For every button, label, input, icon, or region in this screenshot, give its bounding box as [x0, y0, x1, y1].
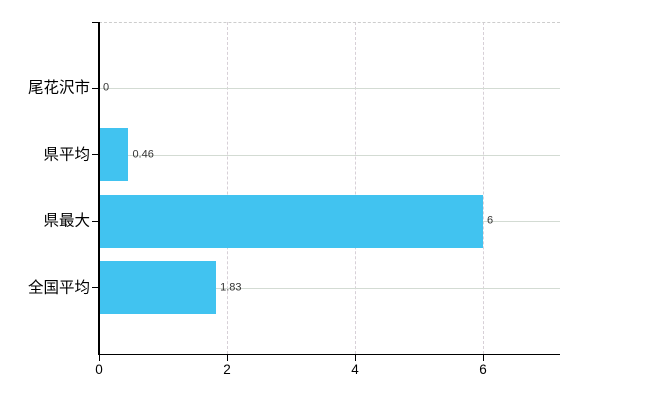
category-label: 県最大	[43, 212, 90, 230]
x-tick-label: 6	[479, 362, 487, 377]
x-tick-label: 0	[95, 362, 103, 377]
h-gridline	[99, 287, 560, 289]
bar-value-label: 0	[103, 81, 110, 94]
v-gridline	[355, 22, 356, 354]
x-axis-tick	[483, 354, 485, 361]
category-label: 全国平均	[27, 278, 90, 296]
x-tick-label: 4	[351, 362, 359, 377]
bar-value-label: 0.46	[132, 148, 154, 161]
y-axis-line	[98, 22, 100, 354]
y-axis-tick	[92, 87, 99, 90]
bar	[99, 128, 129, 182]
bar-value-label: 1.83	[220, 281, 242, 294]
plot-top-dashed-border	[99, 21, 560, 23]
v-gridline	[483, 22, 484, 354]
y-axis-tick	[92, 287, 99, 289]
x-axis-tick	[355, 354, 357, 361]
bar	[99, 194, 483, 248]
y-axis-tick	[92, 220, 99, 222]
h-gridline	[99, 88, 560, 90]
x-tick-label: 2	[223, 362, 231, 377]
y-axis-tick	[92, 21, 99, 23]
x-axis-tick	[227, 354, 229, 361]
v-gridline	[227, 22, 228, 354]
bar	[99, 261, 217, 315]
category-label: 尾花沢市	[27, 79, 90, 97]
x-axis-tick	[99, 354, 101, 361]
bar-value-label: 6	[487, 214, 494, 227]
y-axis-tick	[92, 154, 99, 156]
h-gridline	[99, 154, 560, 156]
category-label: 県平均	[43, 146, 90, 164]
x-axis-line	[98, 353, 560, 355]
